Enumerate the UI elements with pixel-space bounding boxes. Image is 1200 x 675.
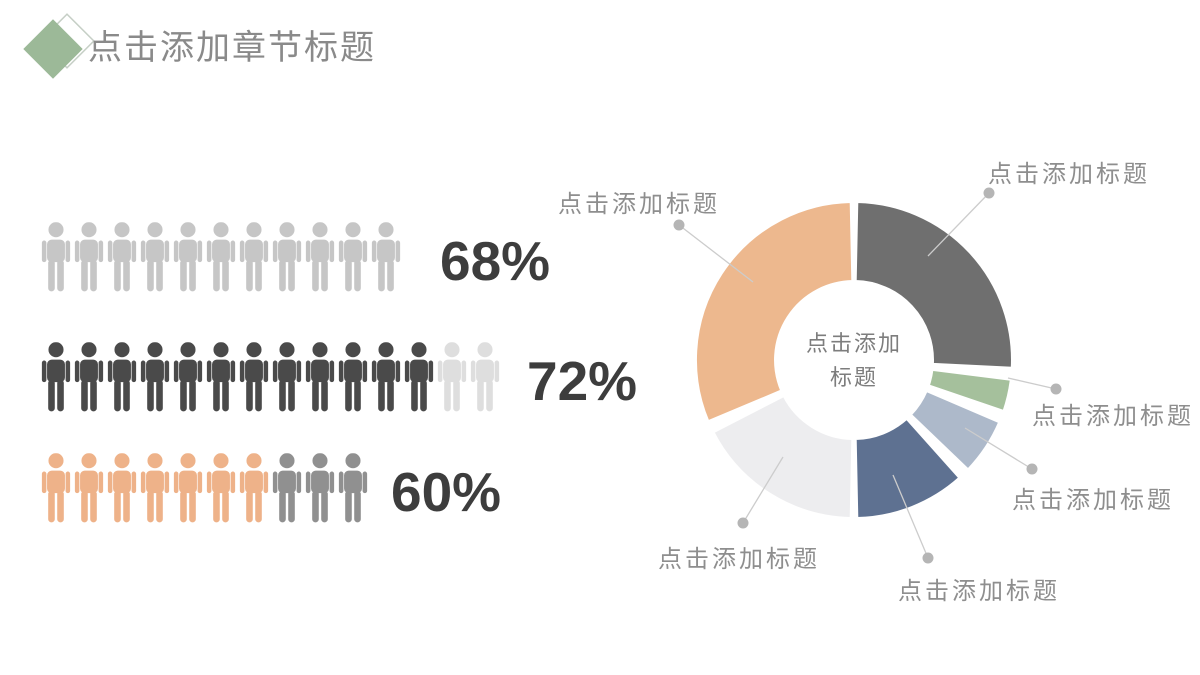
leader-line [678, 224, 754, 283]
percent-label: 72% [527, 350, 638, 412]
chart-label-placeholder[interactable]: 点击添加标题 [988, 161, 1150, 188]
chart-label-placeholder[interactable]: 点击添加标题 [558, 191, 720, 218]
leader-dot [1026, 463, 1038, 475]
donut-center-label-placeholder[interactable]: 点击添加 标题 [805, 331, 902, 390]
chart-label-placeholder[interactable]: 点击添加标题 [1012, 487, 1174, 514]
leader-dot [983, 187, 995, 199]
leader-line [927, 192, 990, 257]
slice-orange [694, 200, 854, 423]
diamond-accent-icon [23, 13, 95, 79]
chart-label-placeholder[interactable]: 点击添加标题 [1032, 403, 1194, 430]
slice-light-blue [909, 389, 1001, 471]
leader-dot [1050, 383, 1062, 395]
chart-label-placeholder[interactable]: 点击添加标题 [898, 578, 1060, 605]
chart-label-placeholder[interactable]: 点击添加标题 [658, 546, 820, 573]
leader-line [892, 474, 929, 559]
leader-line [964, 427, 1033, 470]
section-title-placeholder[interactable]: 点击添加章节标题 [88, 29, 376, 67]
slide-header: 点击添加章节标题 [0, 0, 1200, 90]
percent-label: 60% [391, 461, 502, 523]
slice-green [927, 368, 1012, 413]
percent-label: 68% [440, 230, 551, 292]
pictograph-row: 72% [40, 342, 637, 412]
leader-dot [673, 219, 685, 231]
pictograph-row: 68% [40, 222, 550, 292]
slice-dark-blue [854, 417, 961, 520]
pictograph-row: 60% [40, 453, 501, 523]
leader-dot [922, 552, 934, 564]
leader-line [742, 456, 784, 524]
leader-dot [737, 517, 749, 529]
slice-dark-gray [854, 200, 1013, 369]
leader-line [1007, 377, 1057, 390]
